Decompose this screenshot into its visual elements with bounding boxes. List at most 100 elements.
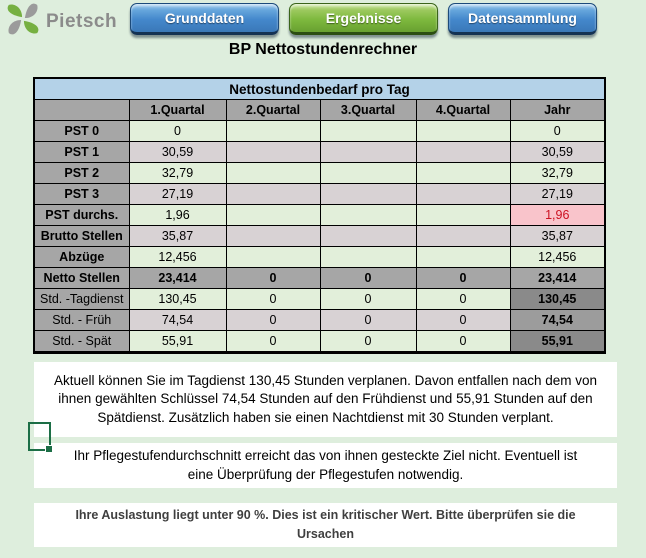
cell-pst3-jahr[interactable]: 27,19 [509,183,606,205]
header-cell-empty [33,99,130,121]
cell-pst0-q1[interactable]: 0 [128,120,227,142]
row-label-brutto-stellen: Brutto Stellen [33,225,130,247]
cell-brutto-q1[interactable]: 35,87 [128,225,227,247]
row-label-std-tagdienst: Std. -Tagdienst [33,288,130,310]
cell-frueh-jahr[interactable]: 74,54 [509,309,606,331]
cell-netto-jahr[interactable]: 23,414 [509,267,606,289]
cell-spaet-jahr[interactable]: 55,91 [509,330,606,353]
cell-pst1-jahr[interactable]: 30,59 [509,141,606,163]
table-row: Std. - Spät 55,91 0 0 0 55,91 [33,330,606,353]
cell-pst0-q3[interactable] [319,120,417,142]
cell-abzuege-q2[interactable] [225,246,321,268]
header-cell-q1: 1.Quartal [128,99,227,121]
cell-spaet-q3[interactable]: 0 [319,330,417,353]
table-row: PST 1 30,59 30,59 [33,141,606,163]
table-row: PST 2 32,79 32,79 [33,162,606,184]
pietsch-logo: Pietsch [4,3,117,40]
cell-pst2-q1[interactable]: 32,79 [128,162,227,184]
cell-pst2-jahr[interactable]: 32,79 [509,162,606,184]
cell-brutto-jahr[interactable]: 35,87 [509,225,606,247]
note-auslastung: Ihre Auslastung liegt unter 90 %. Dies i… [34,503,617,547]
cell-pst-durchs-q2[interactable] [225,204,321,226]
table-title: Nettostundenbedarf pro Tag [33,77,606,100]
table-row: PST durchs. 1,96 1,96 [33,204,606,226]
cell-netto-q4[interactable]: 0 [415,267,511,289]
cell-netto-q2[interactable]: 0 [225,267,321,289]
cell-pst-durchs-q4[interactable] [415,204,511,226]
fill-handle[interactable] [45,445,53,453]
row-label-std-frueh: Std. - Früh [33,309,130,331]
cell-tagdienst-q2[interactable]: 0 [225,288,321,310]
cell-brutto-q3[interactable] [319,225,417,247]
note-pflegestufen: Ihr Pflegestufendurchschnitt erreicht da… [34,443,617,488]
note-planning-text: Aktuell können Sie im Tagdienst 130,45 S… [53,372,598,425]
cell-pst1-q3[interactable] [319,141,417,163]
cell-pst0-q4[interactable] [415,120,511,142]
cell-tagdienst-q4[interactable]: 0 [415,288,511,310]
cell-pst0-q2[interactable] [225,120,321,142]
cell-abzuege-q1[interactable]: 12,456 [128,246,227,268]
row-label-pst0: PST 0 [33,120,130,142]
cell-pst-durchs-q3[interactable] [319,204,417,226]
table-header-row: 1.Quartal 2.Quartal 3.Quartal 4.Quartal … [33,99,606,121]
selected-cell-indicator[interactable] [28,422,53,453]
cell-pst-durchs-q1[interactable]: 1,96 [128,204,227,226]
table-row: PST 0 0 0 [33,120,606,142]
cell-tagdienst-q3[interactable]: 0 [319,288,417,310]
header-cell-q3: 3.Quartal [319,99,417,121]
cell-pst-durchs-jahr-alert[interactable]: 1,96 [509,204,606,226]
grunddaten-button-label: Grunddaten [164,10,245,26]
header-cell-q4: 4.Quartal [415,99,511,121]
table-row: Abzüge 12,456 12,456 [33,246,606,268]
cell-pst3-q2[interactable] [225,183,321,205]
datensammlung-button[interactable]: Datensammlung [448,3,597,35]
pinwheel-logo-icon [4,3,42,40]
cell-spaet-q4[interactable]: 0 [415,330,511,353]
cell-pst1-q1[interactable]: 30,59 [128,141,227,163]
cell-spaet-q1[interactable]: 55,91 [128,330,227,353]
row-label-pst-durchs: PST durchs. [33,204,130,226]
cell-pst2-q3[interactable] [319,162,417,184]
note-auslastung-text: Ihre Auslastung liegt unter 90 %. Dies i… [75,508,576,541]
cell-pst3-q3[interactable] [319,183,417,205]
cell-frueh-q1[interactable]: 74,54 [128,309,227,331]
row-label-pst3: PST 3 [33,183,130,205]
pietsch-logo-text: Pietsch [46,10,118,32]
cell-pst1-q2[interactable] [225,141,321,163]
row-label-pst2: PST 2 [33,162,130,184]
row-label-netto-stellen: Netto Stellen [33,267,130,289]
datensammlung-button-label: Datensammlung [468,10,577,26]
cell-abzuege-jahr[interactable]: 12,456 [509,246,606,268]
row-label-abzuege: Abzüge [33,246,130,268]
grunddaten-button[interactable]: Grunddaten [130,3,279,35]
note-pflegestufen-text: Ihr Pflegestufendurchschnitt erreicht da… [73,448,578,482]
cell-netto-q1[interactable]: 23,414 [128,267,227,289]
cell-pst2-q4[interactable] [415,162,511,184]
cell-abzuege-q4[interactable] [415,246,511,268]
cell-netto-q3[interactable]: 0 [319,267,417,289]
note-planning: Aktuell können Sie im Tagdienst 130,45 S… [34,362,617,437]
page-title: BP Nettostundenrechner [228,41,418,58]
cell-tagdienst-q1[interactable]: 130,45 [128,288,227,310]
cell-spaet-q2[interactable]: 0 [225,330,321,353]
cell-frueh-q2[interactable]: 0 [225,309,321,331]
row-label-pst1: PST 1 [33,141,130,163]
cell-brutto-q4[interactable] [415,225,511,247]
table-row: Brutto Stellen 35,87 35,87 [33,225,606,247]
cell-pst3-q1[interactable]: 27,19 [128,183,227,205]
cell-pst3-q4[interactable] [415,183,511,205]
cell-pst0-jahr[interactable]: 0 [509,120,606,142]
cell-pst1-q4[interactable] [415,141,511,163]
header-cell-q2: 2.Quartal [225,99,321,121]
cell-frueh-q3[interactable]: 0 [319,309,417,331]
table-row: Netto Stellen 23,414 0 0 0 23,414 [33,267,606,289]
cell-abzuege-q3[interactable] [319,246,417,268]
cell-tagdienst-jahr[interactable]: 130,45 [509,288,606,310]
ergebnisse-button[interactable]: Ergebnisse [289,3,438,35]
table-row: PST 3 27,19 27,19 [33,183,606,205]
header-cell-jahr: Jahr [509,99,606,121]
row-label-std-spaet: Std. - Spät [33,330,130,353]
cell-brutto-q2[interactable] [225,225,321,247]
cell-pst2-q2[interactable] [225,162,321,184]
cell-frueh-q4[interactable]: 0 [415,309,511,331]
